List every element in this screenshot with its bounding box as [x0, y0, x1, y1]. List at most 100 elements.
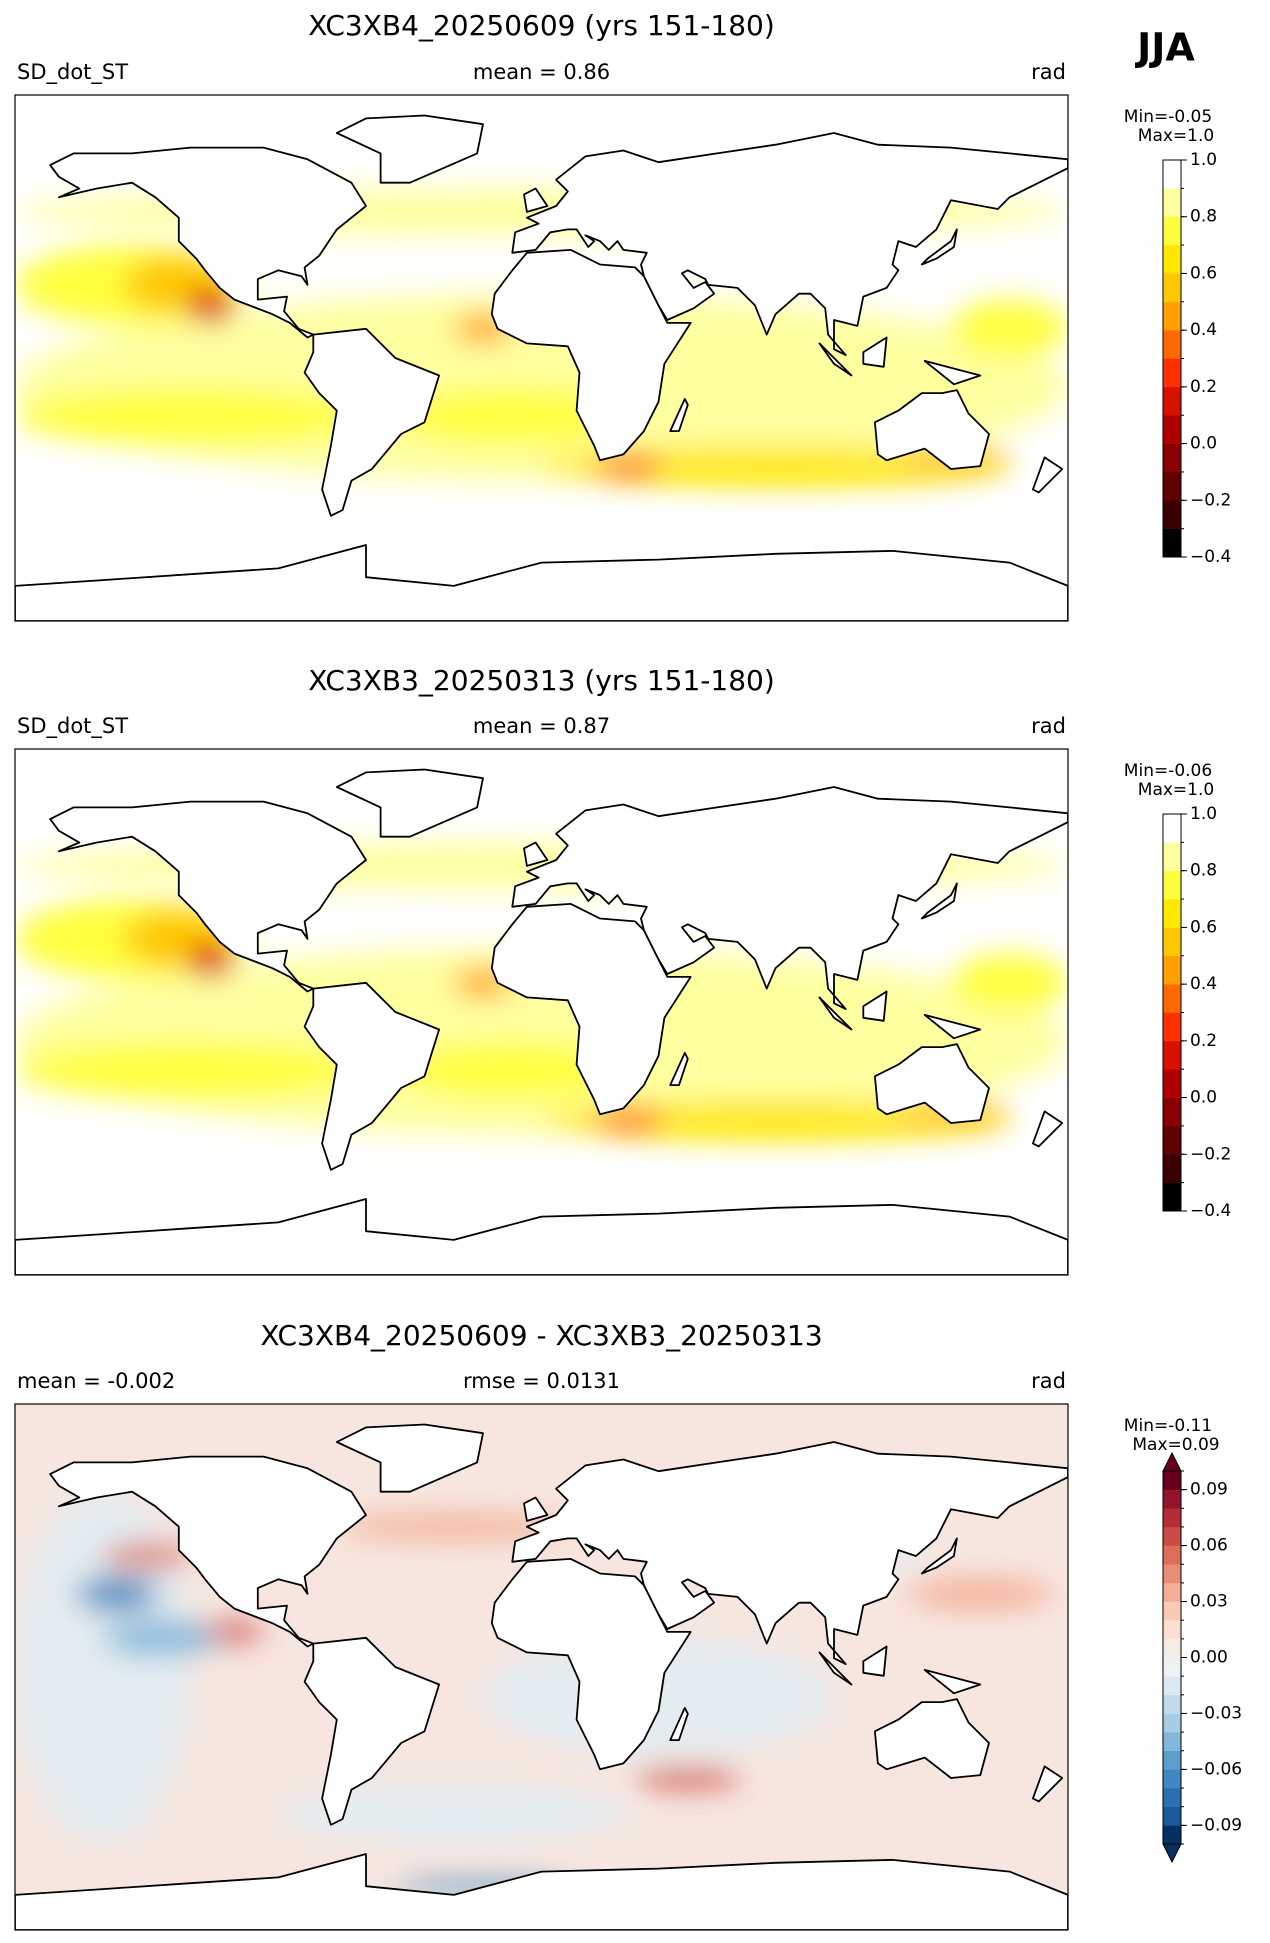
colorbar-bin — [1163, 1582, 1181, 1602]
colorbar-bin — [1163, 1638, 1181, 1658]
coastline — [920, 228, 958, 266]
coastline — [1032, 1110, 1064, 1148]
left-label: SD_dot_ST — [17, 60, 128, 85]
colorbar-bin — [1163, 1694, 1181, 1714]
coastline — [920, 1537, 958, 1575]
colorbar-tick-label: −0.06 — [1190, 1759, 1242, 1779]
coastline — [303, 981, 440, 1171]
coastline — [511, 132, 1068, 356]
colorbar-bin — [1163, 1657, 1181, 1677]
map-frame — [14, 748, 1069, 1276]
coastline — [818, 342, 853, 377]
colorbar-bin — [1163, 814, 1181, 843]
right-label: rad — [1031, 1369, 1066, 1393]
colorbar-tick-label: 0.2 — [1190, 1031, 1217, 1051]
coastline — [874, 1043, 990, 1124]
left-label: SD_dot_ST — [17, 714, 128, 739]
panel-title: XC3XB3_20250313 (yrs 151-180) — [308, 664, 775, 697]
colorbar-bin — [1163, 870, 1181, 900]
colorbar-bin — [1163, 899, 1181, 928]
colorbar-tick-label: 0.03 — [1190, 1592, 1228, 1612]
coastline — [874, 1698, 990, 1779]
colorbar-bin — [1163, 1508, 1181, 1528]
field-patch — [15, 1041, 366, 1100]
coastline — [862, 1645, 888, 1677]
field-patch — [951, 953, 1068, 1012]
field-patch — [594, 454, 665, 478]
field-patch — [15, 387, 366, 446]
coastline — [15, 1853, 1068, 1930]
field-patch — [594, 1108, 665, 1132]
colorbar-bin — [1163, 955, 1181, 985]
colorbar-bin — [1163, 1545, 1181, 1565]
colorbar-bin — [1163, 386, 1181, 416]
min-label: Min=-0.11 — [1124, 1416, 1212, 1436]
center-label: mean = 0.86 — [473, 60, 610, 84]
min-label: Min=-0.06 — [1124, 761, 1212, 781]
colorbar-bin — [1163, 842, 1181, 872]
field-patch — [187, 287, 235, 323]
colorbar-tick-label: −0.4 — [1190, 1201, 1231, 1221]
coastline — [49, 800, 367, 993]
coastline — [862, 990, 888, 1022]
coastline — [335, 1423, 484, 1493]
colorbar-bin — [1163, 500, 1181, 529]
colorbar-tick-label: −0.4 — [1190, 547, 1231, 567]
field-patch — [951, 299, 1068, 358]
colorbar-bin — [1163, 1713, 1181, 1733]
colorbar-tick-label: −0.09 — [1190, 1815, 1242, 1835]
map — [15, 95, 1068, 621]
field-patch — [15, 1491, 191, 1843]
max-label: Max=1.0 — [1138, 780, 1214, 800]
coastline — [15, 544, 1068, 621]
colorbar-bin — [1163, 927, 1181, 957]
coastline — [303, 327, 440, 517]
right-label: rad — [1031, 714, 1066, 738]
colorbar-bin — [1163, 1676, 1181, 1696]
field-patch — [102, 1620, 220, 1656]
field-patch — [278, 1783, 630, 1843]
colorbar-tick-label: 0.4 — [1190, 974, 1217, 994]
coastline — [15, 1198, 1068, 1275]
coastline — [49, 1455, 367, 1648]
colorbar-tick-label: 0.0 — [1190, 1088, 1217, 1108]
colorbar-bin — [1163, 301, 1181, 331]
coastline — [335, 114, 484, 184]
colorbar-tick-label: 0.8 — [1190, 207, 1217, 227]
coastline — [923, 360, 982, 386]
coastline — [1032, 456, 1064, 494]
colorbar-bin — [1163, 1526, 1181, 1546]
colorbar-bin — [1163, 1620, 1181, 1640]
colorbar-bin — [1163, 1471, 1181, 1490]
coastline — [490, 1558, 692, 1771]
map-frame — [14, 94, 1069, 622]
colorbar-tick-label: 0.4 — [1190, 320, 1217, 340]
coastline — [923, 1669, 982, 1695]
colorbar-bin — [1163, 1125, 1181, 1155]
colorbar-tick-label: 1.0 — [1190, 804, 1217, 824]
colorbar-tick-label: 0.2 — [1190, 377, 1217, 397]
field-patch — [336, 1515, 571, 1539]
colorbar-bin — [1163, 528, 1181, 558]
colorbar-bin — [1163, 1750, 1181, 1770]
colorbar-bin — [1163, 471, 1181, 501]
season-label: JJA — [1134, 26, 1195, 70]
right-label: rad — [1031, 60, 1066, 84]
colorbar-bin — [1163, 1788, 1181, 1807]
coastline — [523, 1496, 549, 1522]
coastline — [669, 1707, 689, 1741]
colorbar-bin — [1163, 216, 1181, 246]
coastline — [49, 146, 367, 339]
coastline — [523, 187, 549, 213]
colorbar-bin — [1163, 245, 1181, 274]
left-label: mean = -0.002 — [17, 1369, 175, 1393]
extend-max — [1162, 1451, 1182, 1472]
colorbar-bin — [1163, 1769, 1181, 1789]
panel-title: XC3XB4_20250609 (yrs 151-180) — [308, 9, 775, 42]
panel-title: XC3XB4_20250609 - XC3XB3_20250313 — [260, 1319, 822, 1352]
map — [15, 749, 1068, 1275]
colorbar-bin — [1163, 1154, 1181, 1183]
colorbar-bin — [1163, 1564, 1181, 1584]
colorbar-tick-label: 0.06 — [1190, 1536, 1228, 1556]
max-label: Max=0.09 — [1132, 1435, 1219, 1455]
